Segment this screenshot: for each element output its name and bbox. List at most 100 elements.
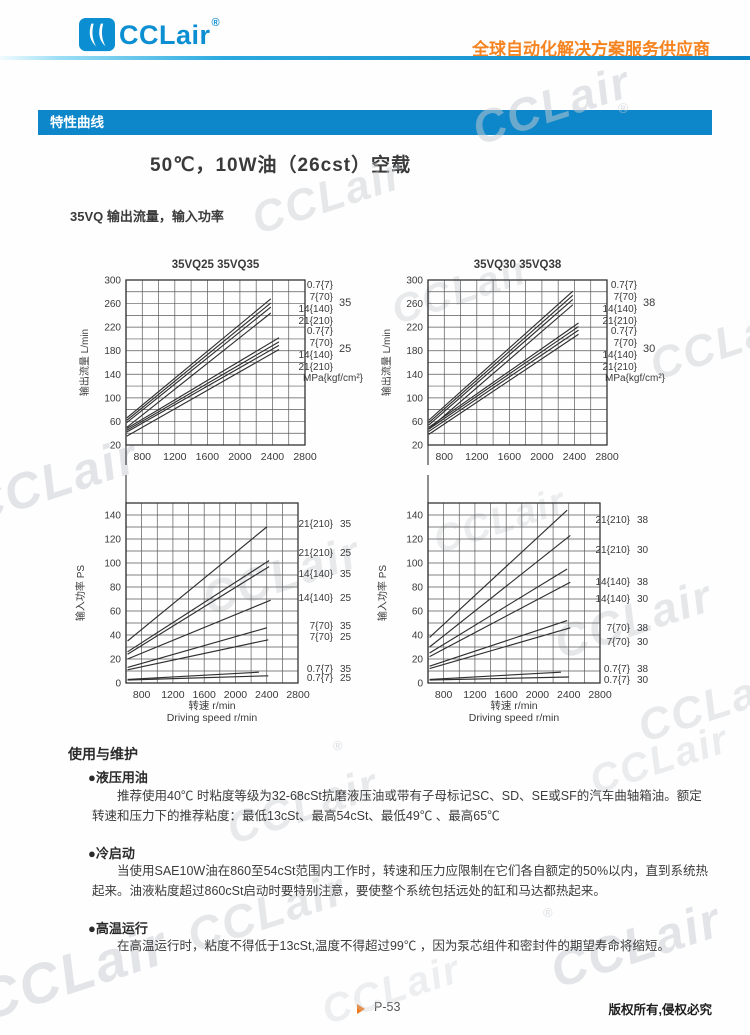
svg-text:0: 0 — [417, 679, 423, 690]
usage-item-body: 推荐使用40℃ 时粘度等级为32-68cSt抗磨液压油或带有子母标记SC、SD、… — [92, 789, 702, 823]
svg-text:20: 20 — [110, 441, 122, 452]
svg-text:输入功率 PS: 输入功率 PS — [376, 565, 389, 621]
svg-text:2400: 2400 — [557, 689, 581, 701]
svg-text:输出流量 L/min: 输出流量 L/min — [78, 329, 91, 396]
svg-text:2400: 2400 — [563, 451, 587, 463]
svg-text:300: 300 — [406, 276, 423, 287]
svg-text:Driving speed r/min: Driving speed r/min — [167, 712, 258, 724]
svg-text:1600: 1600 — [193, 689, 217, 701]
svg-text:1600: 1600 — [196, 451, 220, 463]
svg-text:20: 20 — [110, 655, 122, 666]
svg-text:25: 25 — [340, 593, 352, 604]
usage-item-body: 当使用SAE10W油在860至54cSt范围内工作时，转速和压力应限制在它们各自… — [92, 864, 709, 898]
chart-0: 20 60 100 140 180 220 260 300 800 1200 1600 2000 240… — [78, 259, 364, 465]
svg-text:800: 800 — [435, 689, 453, 701]
svg-text:1600: 1600 — [495, 689, 519, 701]
svg-text:800: 800 — [436, 451, 454, 463]
svg-text:35VQ30 35VQ38: 35VQ30 35VQ38 — [474, 259, 562, 271]
svg-text:38: 38 — [637, 577, 649, 588]
svg-text:1200: 1200 — [463, 689, 487, 701]
svg-text:180: 180 — [104, 346, 121, 357]
svg-text:30: 30 — [637, 675, 649, 686]
svg-text:140: 140 — [406, 370, 423, 381]
svg-text:30: 30 — [643, 343, 655, 355]
svg-text:MPa{kgf/cm²}: MPa{kgf/cm²} — [605, 373, 666, 384]
svg-text:0.7{7}: 0.7{7} — [307, 280, 334, 291]
svg-text:0.7{7}: 0.7{7} — [604, 664, 631, 675]
svg-text:14{140}: 14{140} — [299, 304, 334, 315]
svg-text:7{70}: 7{70} — [614, 338, 638, 349]
section-banner: 特性曲线 — [38, 110, 712, 135]
svg-text:800: 800 — [134, 451, 152, 463]
svg-text:14{140}: 14{140} — [603, 304, 638, 315]
svg-text:1200: 1200 — [465, 451, 489, 463]
svg-text:38: 38 — [637, 664, 649, 675]
svg-text:7{70}: 7{70} — [607, 637, 631, 648]
svg-text:38: 38 — [637, 515, 649, 526]
svg-text:60: 60 — [110, 607, 122, 618]
svg-text:40: 40 — [110, 631, 122, 642]
svg-text:25: 25 — [339, 343, 351, 355]
brand-logo: CCLair ® — [78, 17, 220, 53]
svg-text:1200: 1200 — [163, 451, 187, 463]
svg-text:21{210}: 21{210} — [299, 362, 334, 373]
svg-text:2800: 2800 — [595, 451, 619, 463]
svg-text:35: 35 — [340, 664, 352, 675]
svg-text:2800: 2800 — [286, 689, 310, 701]
svg-text:21{210}: 21{210} — [299, 519, 334, 530]
svg-text:0.7{7}: 0.7{7} — [307, 673, 334, 684]
svg-text:0: 0 — [115, 679, 121, 690]
svg-text:21{210}: 21{210} — [603, 316, 638, 327]
svg-text:21{210}: 21{210} — [299, 316, 334, 327]
svg-text:100: 100 — [104, 559, 121, 570]
svg-text:35: 35 — [340, 621, 352, 632]
svg-text:输入功率 PS: 输入功率 PS — [74, 565, 87, 621]
svg-text:40: 40 — [412, 631, 424, 642]
svg-text:140: 140 — [104, 511, 121, 522]
svg-text:140: 140 — [104, 370, 121, 381]
svg-text:1200: 1200 — [161, 689, 185, 701]
svg-text:180: 180 — [406, 346, 423, 357]
svg-text:转速 r/min: 转速 r/min — [188, 699, 235, 712]
svg-text:14{140}: 14{140} — [603, 350, 638, 361]
svg-text:0.7{7}: 0.7{7} — [307, 664, 334, 675]
svg-text:35: 35 — [340, 519, 352, 530]
svg-text:38: 38 — [643, 297, 655, 309]
svg-text:80: 80 — [110, 583, 122, 594]
svg-text:14{140}: 14{140} — [299, 350, 334, 361]
svg-text:2000: 2000 — [224, 689, 248, 701]
copyright-notice: 版权所有,侵权必究 — [608, 1003, 712, 1017]
svg-text:14{140}: 14{140} — [596, 594, 631, 605]
svg-text:260: 260 — [406, 299, 423, 310]
page-marker-icon — [357, 1004, 365, 1014]
svg-text:2000: 2000 — [228, 451, 252, 463]
svg-text:80: 80 — [412, 583, 424, 594]
bullet-icon: ● — [88, 921, 96, 936]
svg-text:14{140}: 14{140} — [596, 577, 631, 588]
svg-text:30: 30 — [637, 545, 649, 556]
svg-text:14{140}: 14{140} — [299, 593, 334, 604]
bullet-icon: ● — [88, 770, 96, 785]
svg-text:25: 25 — [340, 632, 352, 643]
svg-text:0.7{7}: 0.7{7} — [611, 280, 638, 291]
svg-text:7{70}: 7{70} — [607, 623, 631, 634]
svg-text:7{70}: 7{70} — [310, 621, 334, 632]
usage-item-title-high-temp: ●高温运行 — [88, 921, 148, 936]
svg-text:2800: 2800 — [588, 689, 612, 701]
chart-1: 20 60 100 140 180 220 260 300 800 1200 1600 2000 240… — [380, 259, 666, 465]
svg-text:120: 120 — [406, 535, 423, 546]
usage-heading: 使用与维护 — [68, 746, 138, 762]
page-number: P-53 — [374, 1000, 401, 1014]
brand-wordmark: CCLair — [119, 20, 211, 50]
svg-text:7{70}: 7{70} — [310, 338, 334, 349]
svg-text:20: 20 — [412, 655, 424, 666]
svg-text:输出流量 L/min: 输出流量 L/min — [380, 329, 393, 396]
page-subtitle: 35VQ 输出流量，输入功率 — [70, 209, 224, 224]
svg-text:21{210}: 21{210} — [596, 545, 631, 556]
svg-text:0.7{7}: 0.7{7} — [611, 326, 638, 337]
svg-text:25: 25 — [340, 548, 352, 559]
svg-text:21{210}: 21{210} — [299, 548, 334, 559]
svg-text:7{70}: 7{70} — [310, 632, 334, 643]
